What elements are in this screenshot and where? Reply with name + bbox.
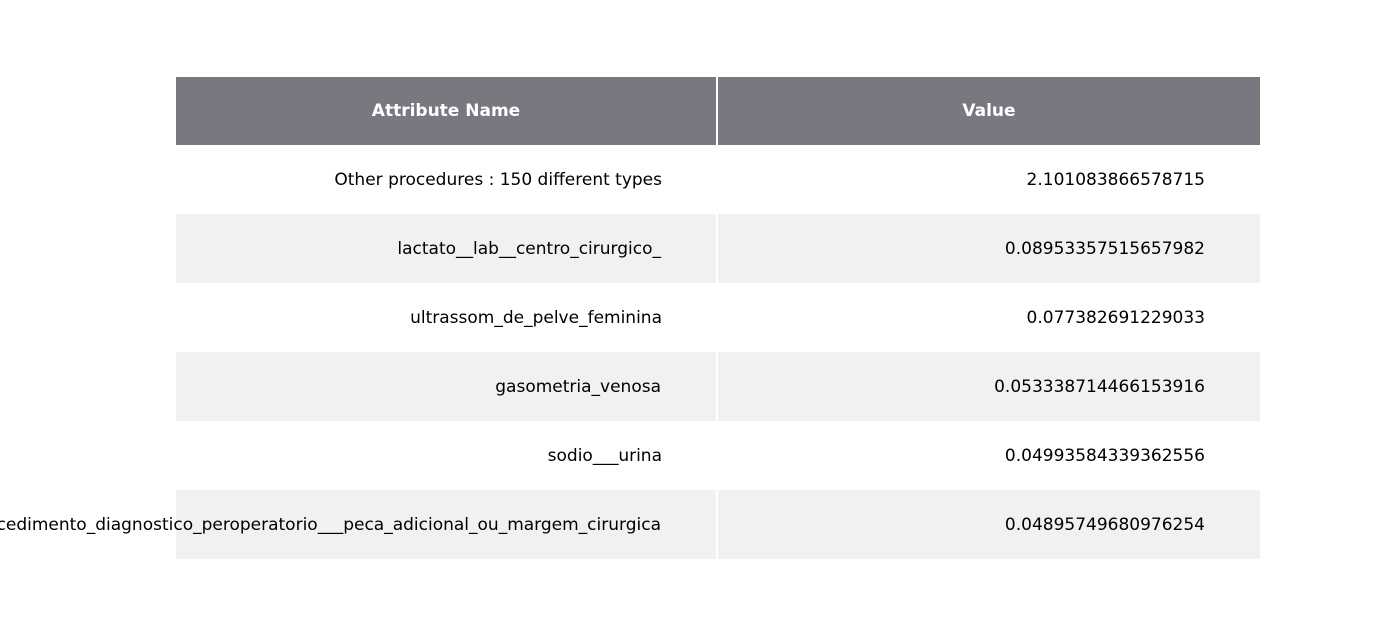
value-cell: 2.101083866578715: [1026, 169, 1205, 190]
table-row: lactato__lab__centro_cirurgico_ 0.0895335…: [176, 214, 1260, 283]
attribute-name-text: procedimento_diagnostico_peroperatorio__…: [0, 514, 661, 535]
attribute-name-text: gasometria_venosa: [495, 376, 661, 397]
attribute-name-text: ultrassom_de_pelve_feminina: [410, 307, 662, 328]
attribute-name-cell: lactato__lab__centro_cirurgico_: [176, 214, 718, 283]
attribute-name-text: Other procedures : 150 different types: [334, 169, 662, 190]
attribute-name-cell: procedimento_diagnostico_peroperatorio__…: [0, 490, 718, 559]
table-row: gasometria_venosa 0.053338714466153916: [176, 352, 1260, 421]
value-cell: 0.08953357515657982: [1004, 238, 1205, 259]
attribute-name-cell: ultrassom_de_pelve_feminina: [176, 283, 718, 352]
attribute-name-cell: gasometria_venosa: [176, 352, 718, 421]
table-body: Other procedures : 150 different types 2.…: [0, 145, 1260, 559]
attribute-name-cell: Other procedures : 150 different types: [176, 145, 718, 214]
table-row: sodio___urina 0.04993584339362556: [176, 421, 1260, 490]
table-row: procedimento_diagnostico_peroperatorio__…: [0, 490, 1260, 559]
attribute-name-text: lactato__lab__centro_cirurgico_: [397, 238, 661, 259]
value-cell: 0.04993584339362556: [1004, 445, 1205, 466]
value-cell: 0.077382691229033: [1026, 307, 1205, 328]
table-row: Other procedures : 150 different types 2.…: [176, 145, 1260, 214]
header-attribute-name: Attribute Name: [176, 77, 718, 145]
table-row: ultrassom_de_pelve_feminina 0.07738269122…: [176, 283, 1260, 352]
data-table: Attribute Name Value Other procedures : …: [0, 77, 1260, 559]
header-value: Value: [962, 101, 1016, 121]
value-cell: 0.04895749680976254: [1004, 514, 1205, 535]
attribute-name-text: sodio___urina: [547, 445, 662, 466]
table-header-row: Attribute Name Value: [176, 77, 1260, 145]
attribute-name-cell: sodio___urina: [176, 421, 718, 490]
value-cell: 0.053338714466153916: [994, 376, 1205, 397]
